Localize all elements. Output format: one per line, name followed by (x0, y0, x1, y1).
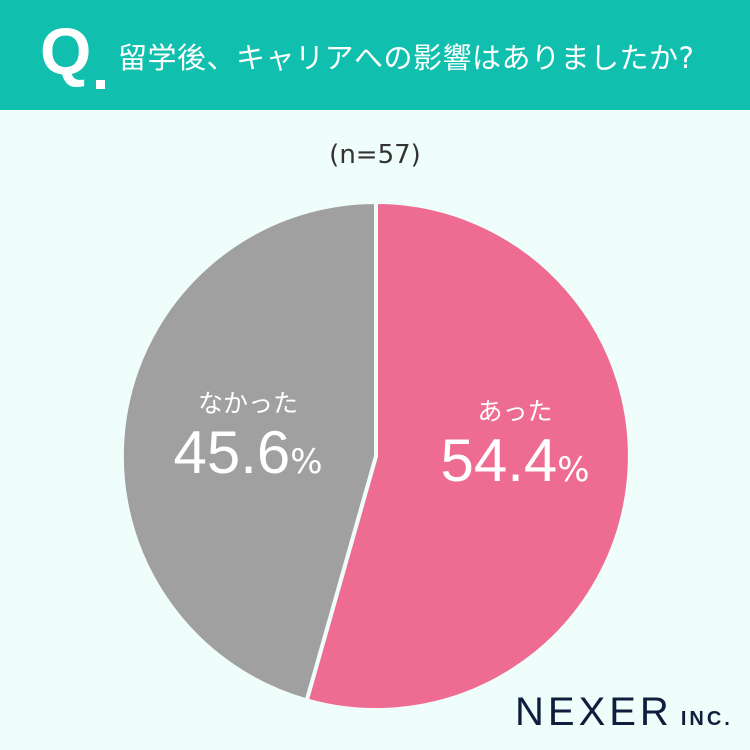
logo-main: NEXER (515, 690, 673, 734)
label-no-category: なかった (197, 389, 298, 418)
label-no-value: 45.6 (173, 419, 291, 486)
slice-no (119, 199, 378, 703)
slice-yes (304, 199, 632, 712)
label-yes-value: 54.4 (440, 427, 558, 494)
label-yes: あった 54.4% (415, 392, 615, 494)
q-dot (96, 80, 105, 89)
question-title: 留学後、キャリアへの影響はありましたか? (118, 41, 695, 75)
label-no-unit: % (290, 442, 323, 482)
question-header: Q 留学後、キャリアへの影響はありましたか? (0, 0, 750, 110)
sample-size: (n=57) (329, 140, 421, 170)
q-mark: Q (40, 14, 92, 88)
label-yes-unit: % (557, 450, 590, 490)
label-no: なかった 45.6% (148, 384, 348, 486)
label-yes-category: あった (477, 397, 553, 426)
logo-suffix: INC. (680, 708, 733, 730)
nexer-logo: NEXER INC. (515, 690, 733, 735)
